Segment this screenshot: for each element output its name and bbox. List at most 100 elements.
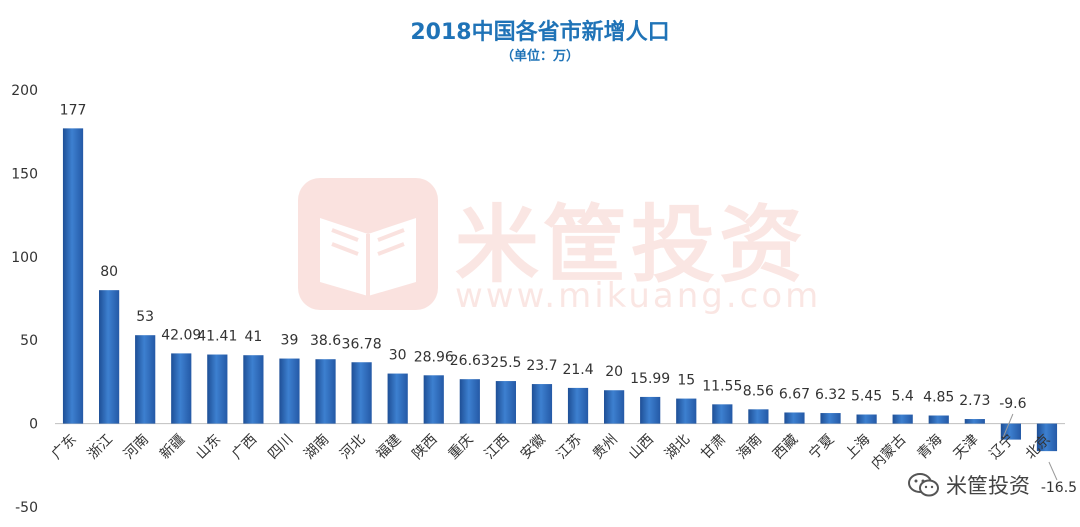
x-tick-label: 江西 — [482, 432, 513, 463]
data-label: 4.85 — [923, 390, 954, 406]
book-logo-icon — [298, 178, 438, 310]
data-label: 36.78 — [342, 336, 382, 352]
bar — [964, 419, 985, 424]
bar — [243, 355, 264, 424]
x-tick-label: 广东 — [49, 432, 80, 463]
bar — [423, 375, 444, 424]
data-label: 5.4 — [892, 389, 914, 405]
bar — [459, 379, 480, 424]
bar — [351, 362, 372, 424]
x-tick-label: 福建 — [373, 432, 404, 463]
bar — [1000, 423, 1021, 440]
bar — [99, 290, 120, 424]
y-tick-label: 150 — [11, 166, 38, 182]
bar — [892, 414, 913, 424]
bar — [387, 373, 408, 424]
wechat-account-name: 米筐投资 — [946, 474, 1030, 498]
data-label: 41.41 — [197, 329, 237, 345]
x-tick-label: 重庆 — [446, 432, 477, 463]
bar — [135, 335, 156, 424]
data-label: 26.63 — [450, 353, 490, 369]
bar-series — [62, 128, 1058, 452]
data-label: -16.5 — [1041, 480, 1077, 496]
bar — [604, 390, 625, 424]
data-label: 177 — [60, 102, 87, 118]
x-tick-label: 宁夏 — [806, 431, 838, 463]
x-tick-label: 贵州 — [590, 432, 621, 463]
x-tick-label: 山西 — [626, 432, 657, 463]
bar — [1036, 423, 1058, 452]
data-label: -9.6 — [999, 396, 1026, 412]
x-tick-label: 浙江 — [85, 432, 116, 463]
bar — [315, 359, 336, 424]
data-label: 8.56 — [743, 383, 774, 399]
x-tick-label: 安徽 — [518, 432, 549, 463]
data-label: 15.99 — [630, 371, 670, 387]
bar — [207, 354, 228, 424]
x-tick-label: 上海 — [842, 432, 873, 463]
data-label: 5.45 — [851, 389, 882, 405]
x-tick-label: 广西 — [229, 432, 260, 463]
x-tick-label: 天津 — [951, 432, 982, 463]
data-label: 6.32 — [815, 387, 846, 403]
y-tick-label: 100 — [11, 250, 38, 266]
leader-line — [1048, 461, 1058, 481]
wechat-icon — [908, 473, 939, 497]
bar — [784, 412, 805, 424]
y-tick-label: 0 — [29, 417, 38, 433]
x-tick-label: 湖北 — [662, 432, 693, 463]
data-label: 20 — [605, 364, 623, 380]
bar — [748, 409, 769, 424]
x-tick-label: 山东 — [193, 432, 224, 463]
x-tick-label: 甘肃 — [698, 432, 729, 463]
bar — [567, 387, 589, 424]
data-label: 2.73 — [959, 393, 990, 409]
leader-lines — [1002, 413, 1058, 481]
chart-subtitle: （单位：万） — [500, 49, 579, 64]
x-tick-label: 西藏 — [770, 432, 801, 463]
x-tick-label: 湖南 — [301, 432, 332, 463]
bar — [531, 384, 553, 424]
data-label: 42.09 — [161, 327, 201, 343]
x-tick-label: 内蒙古 — [868, 432, 909, 473]
data-label: 11.55 — [702, 378, 742, 394]
y-tick-label: 50 — [20, 333, 38, 349]
y-tick-label: -50 — [15, 500, 38, 516]
data-label: 28.96 — [414, 349, 454, 365]
data-label: 30 — [389, 348, 407, 364]
data-label: 38.6 — [310, 333, 341, 349]
bar — [279, 358, 300, 424]
leader-line — [1002, 413, 1014, 439]
bar — [820, 413, 841, 424]
chart-title: 2018中国各省市新增人口 — [410, 20, 670, 45]
bar — [856, 414, 877, 424]
y-axis: 200 150 100 50 0 -50 — [11, 83, 38, 516]
wechat-account-badge: 米筐投资 — [908, 470, 1030, 500]
x-tick-label: 河南 — [121, 432, 152, 463]
x-tick-label: 江苏 — [554, 432, 585, 463]
bar — [171, 353, 192, 424]
x-tick-label: 青海 — [914, 432, 945, 463]
data-label: 6.67 — [779, 386, 810, 402]
data-label: 25.5 — [490, 355, 521, 371]
watermark-brand: 米筐投资 — [455, 196, 808, 294]
bar — [62, 128, 84, 424]
x-axis: 广东 浙江 河南 新疆 山东 广西 四川 湖南 河北 福建 陕西 重庆 江西 安徽 江苏 贵州 山西 湖北 甘肃 海南… — [49, 431, 1054, 473]
data-label: 23.7 — [526, 358, 557, 374]
watermark-url: www.mikuang.com — [455, 276, 822, 316]
y-tick-label: 200 — [11, 83, 38, 99]
x-tick-label: 海南 — [734, 432, 765, 463]
data-label: 41 — [244, 329, 262, 345]
data-label: 80 — [100, 264, 118, 280]
data-label: 21.4 — [562, 362, 593, 378]
x-tick-label: 新疆 — [157, 432, 188, 463]
data-label: 39 — [281, 333, 299, 349]
data-label: 15 — [677, 373, 695, 389]
bar — [712, 404, 733, 424]
bar — [640, 396, 661, 424]
data-label: 53 — [136, 309, 154, 325]
x-tick-label: 四川 — [265, 432, 296, 463]
